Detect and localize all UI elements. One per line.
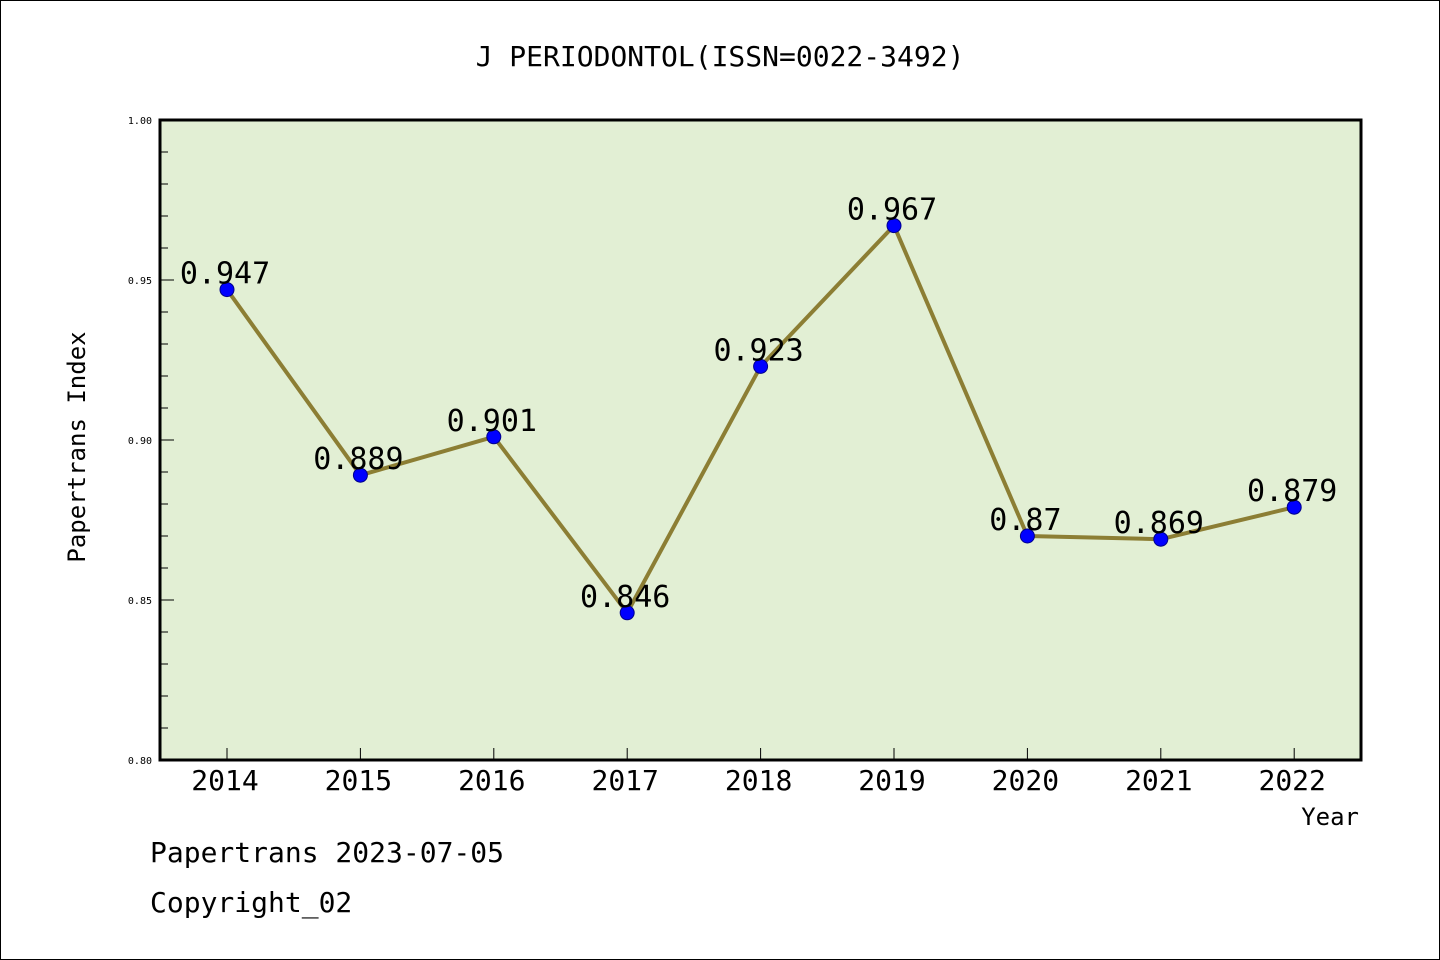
data-label: 0.87 <box>989 503 1061 538</box>
x-tick-label: 2021 <box>1125 764 1192 797</box>
data-label: 0.901 <box>447 404 537 439</box>
data-label: 0.879 <box>1247 474 1337 509</box>
data-label: 0.846 <box>580 580 670 615</box>
data-markers <box>219 218 1302 621</box>
x-axis-label: Year <box>1301 803 1359 831</box>
y-tick-label: 0.80 <box>128 756 152 767</box>
data-label: 0.889 <box>313 442 403 477</box>
x-tick-label: 2015 <box>325 764 392 797</box>
y-axis-label: Papertrans Index <box>63 331 91 562</box>
x-tick-label: 2019 <box>858 764 925 797</box>
data-label: 0.869 <box>1114 506 1204 541</box>
data-point <box>1286 499 1302 515</box>
x-tick-label: 2017 <box>591 764 658 797</box>
y-minor-ticks <box>160 151 168 729</box>
data-label: 0.923 <box>713 333 803 368</box>
data-point <box>219 282 235 298</box>
data-label: 0.967 <box>847 193 937 228</box>
y-tick-label: 0.95 <box>128 276 152 287</box>
chart-title: J PERIODONTOL(ISSN=0022-3492) <box>476 40 965 73</box>
data-point <box>619 605 635 621</box>
data-point <box>352 467 368 483</box>
y-tick-label: 1.00 <box>128 116 152 127</box>
x-tick-label: 2016 <box>458 764 525 797</box>
data-point <box>1153 531 1169 547</box>
y-tick-label: 0.90 <box>128 436 152 447</box>
data-labels: 0.947 0.889 0.901 0.846 0.923 0.967 0.87 0.869 0… <box>180 193 1338 615</box>
y-tick-label: 0.85 <box>128 596 152 607</box>
x-tick-label: 2018 <box>725 764 792 797</box>
x-tick-label: 2022 <box>1258 764 1325 797</box>
data-point <box>486 429 502 445</box>
footer-copyright: Copyright_02 <box>150 886 353 919</box>
x-tick-label: 2014 <box>191 764 258 797</box>
data-label: 0.947 <box>180 257 270 292</box>
footer-date: Papertrans 2023-07-05 <box>150 836 505 869</box>
data-point <box>886 218 902 234</box>
x-tick-label: 2020 <box>992 764 1059 797</box>
plot-area <box>158 118 1363 762</box>
data-point <box>1019 528 1035 544</box>
data-point <box>753 358 769 374</box>
y-axis-ticks: 0.80 0.85 0.90 0.95 1.00 <box>128 116 174 767</box>
x-axis-ticks: 2014 2015 2016 2017 2018 2019 2020 2021 2022 <box>191 748 1326 797</box>
